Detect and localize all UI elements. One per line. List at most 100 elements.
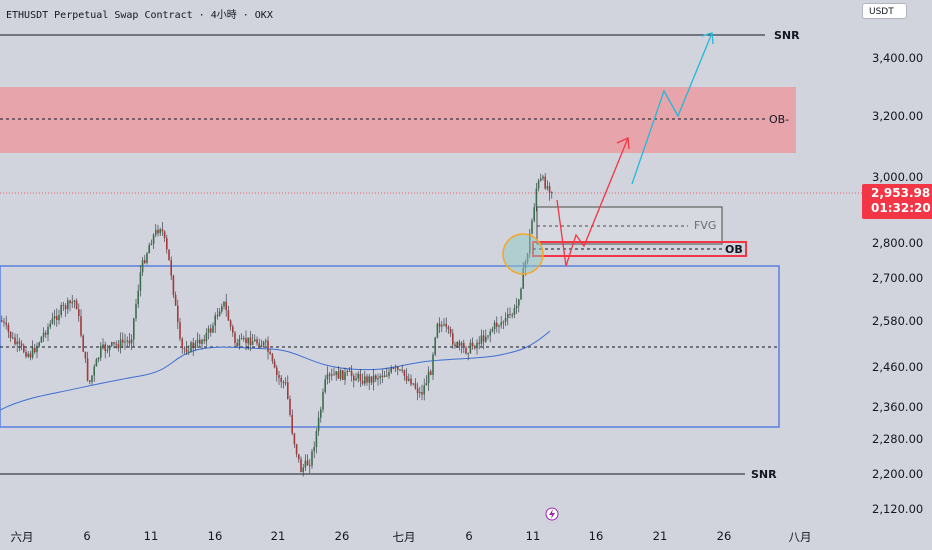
candle-body: [487, 335, 489, 337]
candle-body: [537, 180, 540, 189]
candle-body: [326, 374, 329, 380]
x-axis-label: 16: [207, 529, 223, 543]
candle-body: [454, 344, 456, 347]
candle-body: [386, 375, 388, 377]
candle-body: [447, 326, 450, 329]
candle-body: [238, 338, 241, 347]
candle-body: [337, 371, 340, 379]
candle-body: [207, 328, 210, 333]
lightning-icon[interactable]: [545, 507, 559, 521]
candle-body: [267, 340, 269, 352]
candle-body: [467, 353, 469, 355]
candle-body: [421, 392, 423, 395]
candle-body: [315, 431, 318, 448]
candle-body: [496, 322, 498, 327]
candle-body: [548, 186, 551, 193]
candle-body: [346, 371, 348, 373]
candle-body: [282, 382, 285, 384]
candle-body: [480, 335, 483, 344]
candle-body: [106, 349, 109, 351]
y-axis-label: 2,700.00: [872, 271, 924, 285]
candle-body: [104, 344, 106, 351]
candle-body: [511, 314, 513, 316]
y-axis-label: 2,360.00: [872, 400, 924, 414]
y-axis-label: 2,120.00: [872, 502, 924, 516]
candle-body: [218, 311, 221, 317]
candle-body: [262, 341, 265, 346]
candle-body: [397, 366, 399, 370]
candle-body: [249, 337, 252, 346]
x-axis-label: 6: [465, 529, 473, 543]
candle-body: [449, 328, 452, 334]
candle-body: [119, 339, 122, 349]
candle-body: [485, 336, 487, 342]
candle-body: [185, 348, 188, 352]
candle-body: [100, 346, 102, 358]
currency-unit-button[interactable]: USDT: [862, 3, 907, 19]
candle-body: [350, 370, 353, 376]
candle-body: [357, 373, 359, 379]
candle-body: [36, 345, 38, 353]
candle-body: [520, 288, 522, 300]
candle-body: [452, 333, 454, 345]
candle-body: [89, 380, 91, 383]
candle-body: [344, 372, 346, 380]
candle-body: [478, 342, 480, 344]
candle-body: [342, 370, 344, 380]
candle-body: [364, 376, 366, 384]
candle-body: [232, 326, 234, 333]
y-axis-label: 3,000.00: [872, 170, 924, 184]
candle-body: [328, 374, 331, 376]
snr-bottom-label: SNR: [751, 468, 777, 481]
candle-body: [540, 178, 542, 181]
candle-body: [335, 371, 337, 375]
projection-cyan-path: [631, 32, 713, 185]
candle-body: [471, 342, 474, 347]
candle-body: [111, 342, 113, 346]
x-axis-label: 六月: [10, 530, 34, 544]
candle-body: [317, 417, 320, 432]
candle-body: [258, 343, 260, 348]
candle-body: [509, 313, 511, 315]
candle-body: [522, 268, 524, 289]
candle-body: [64, 305, 67, 310]
candle-body: [179, 322, 181, 339]
candle-body: [205, 332, 208, 342]
candle-body: [355, 378, 357, 381]
candle-body: [265, 340, 267, 342]
candle-body: [12, 337, 14, 339]
candle-body: [155, 229, 157, 235]
candle-body: [7, 324, 10, 332]
candle-body: [445, 323, 447, 327]
candle-body: [463, 342, 465, 348]
candle-body: [42, 332, 45, 337]
fvg-label: FVG: [694, 219, 717, 232]
projection-red-arrowhead: [616, 137, 630, 150]
candle-body: [216, 315, 219, 317]
candle-body: [469, 342, 472, 354]
candle-body: [146, 253, 148, 263]
candle-body: [27, 353, 29, 357]
candle-body: [518, 299, 520, 306]
candle-body: [148, 245, 150, 254]
moving-average-line: [0, 330, 551, 411]
candle-body: [203, 339, 205, 342]
candle-body: [194, 342, 197, 349]
candle-body: [280, 377, 282, 383]
candle-body: [507, 313, 509, 319]
candle-body: [491, 329, 494, 332]
candle-body: [56, 315, 58, 321]
candle-body: [73, 300, 76, 302]
candle-body: [502, 321, 505, 323]
candle-body: [284, 382, 287, 384]
candle-body: [309, 465, 311, 467]
candle-body: [152, 234, 155, 244]
candle-body: [370, 376, 373, 383]
candle-body: [236, 342, 238, 347]
candle-body: [348, 370, 351, 372]
candle-body: [78, 309, 80, 317]
candle-body: [5, 322, 7, 325]
candle-body: [302, 467, 304, 473]
candle-body: [212, 325, 214, 333]
